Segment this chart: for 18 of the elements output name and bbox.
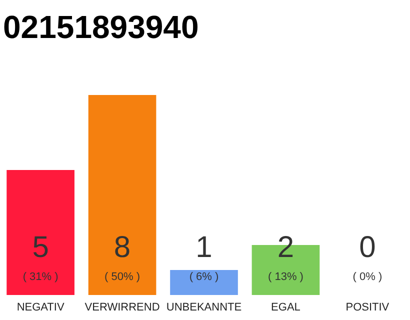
data-label: 1	[196, 231, 212, 264]
data-label: 8	[114, 231, 131, 264]
x-tick-label: UNBEKANNTE	[166, 302, 242, 314]
data-label: 0	[359, 231, 376, 264]
bar	[6, 170, 74, 295]
annotation: ( 31% )	[22, 271, 58, 283]
x-tick-label: POSITIV	[346, 302, 390, 314]
annotation: ( 0% )	[352, 271, 382, 283]
x-tick-label: EGAL	[271, 302, 300, 314]
chart-title: 02151893940	[3, 9, 199, 45]
bar	[88, 95, 156, 295]
annotation: ( 6% )	[189, 271, 219, 283]
annotation: ( 13% )	[268, 271, 304, 283]
x-tick-label: NEGATIV	[16, 302, 65, 314]
annotation: ( 50% )	[104, 271, 140, 283]
bar	[170, 270, 238, 295]
data-label: 5	[32, 231, 49, 264]
x-tick-label: VERWIRREND	[84, 302, 160, 314]
